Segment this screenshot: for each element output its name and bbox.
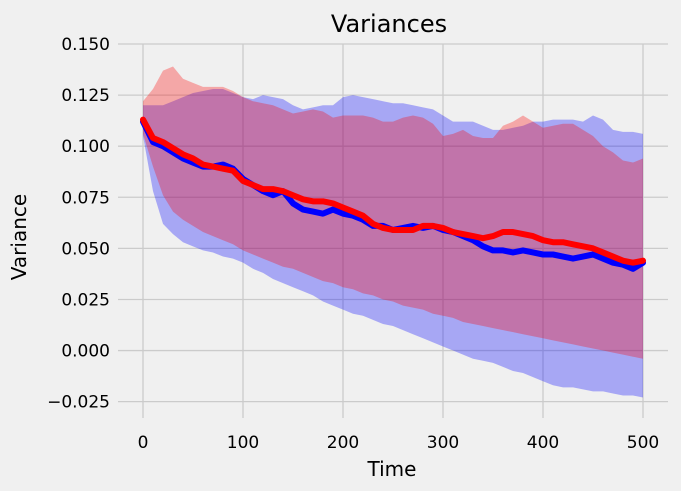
chart-title: Variances bbox=[331, 10, 447, 38]
y-tick-label: 0.050 bbox=[61, 239, 110, 259]
band-layer bbox=[143, 66, 643, 398]
y-tick-label: 0.000 bbox=[61, 342, 110, 362]
series-1-line bbox=[140, 116, 646, 266]
series-1-band bbox=[143, 66, 643, 359]
y-tick-label: 0.025 bbox=[61, 290, 110, 310]
x-axis-title: Time bbox=[367, 457, 417, 481]
series-0-band bbox=[143, 88, 643, 398]
y-axis-title: Variance bbox=[7, 194, 31, 280]
x-tick-label: 400 bbox=[527, 433, 559, 453]
y-tick-label: 0.100 bbox=[61, 137, 110, 157]
y-tick-label: 0.150 bbox=[61, 35, 110, 55]
x-tick-label: 500 bbox=[627, 433, 659, 453]
y-tick-label: −0.025 bbox=[47, 393, 110, 413]
tick-layer: 0 100 200 300 400 500 −0.025 0.000 0.025 0.050 0.0… bbox=[47, 35, 659, 453]
x-tick-label: 200 bbox=[327, 433, 359, 453]
grid-layer bbox=[118, 43, 668, 418]
line-layer bbox=[140, 116, 646, 272]
x-tick-label: 100 bbox=[227, 433, 259, 453]
x-tick-label: 0 bbox=[138, 433, 149, 453]
y-tick-label: 0.075 bbox=[61, 188, 110, 208]
y-tick-label: 0.125 bbox=[61, 86, 110, 106]
x-tick-label: 300 bbox=[427, 433, 459, 453]
